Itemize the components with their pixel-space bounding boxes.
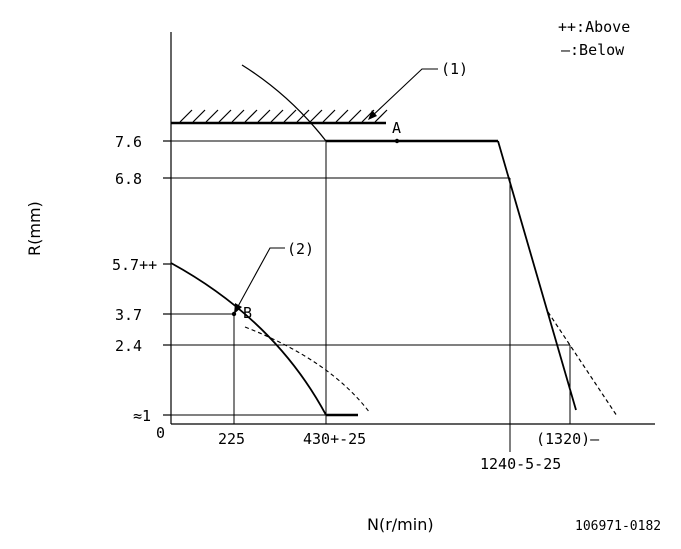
legend-below: —:Below [561,41,625,59]
y-tick-5-7: 5.7++ [112,256,157,274]
origin-label: 0 [156,424,165,442]
x-axis-label: N(r/min) [367,515,434,534]
callout-1: (1) [441,60,468,78]
ticks [163,140,171,416]
idle-dashed [244,326,371,414]
y-tick-1: ≈1 [133,407,151,425]
point-a-marker [394,138,400,144]
legend-above: ++:Above [558,18,630,36]
point-b-label: B [243,304,252,322]
leader-2 [235,247,285,311]
y-tick-3-7: 3.7 [115,306,142,324]
droop-dashed [547,311,618,417]
leader-1-arrow [368,110,377,120]
y-tick-2-4: 2.4 [115,337,142,355]
stopper-hatch [171,109,388,125]
leader-2-arrow [234,303,242,314]
upper-curve [241,64,327,142]
x-tick-225: 225 [218,430,245,448]
reference-lines [171,140,571,452]
leader-1 [369,68,438,119]
x-tick-1240: 1240-5-25 [480,455,561,473]
x-tick-430: 430+-25 [303,430,366,448]
callout-2: (2) [287,240,314,258]
droop-line [497,140,577,411]
y-tick-6-8: 6.8 [115,170,142,188]
point-a-label: A [392,119,401,137]
y-axis-label: R(mm) [25,201,44,256]
x-tick-1320: (1320)— [536,430,600,448]
y-tick-7-6: 7.6 [115,133,142,151]
idle-curve [170,262,327,416]
figure-id: 106971-0182 [575,519,661,534]
